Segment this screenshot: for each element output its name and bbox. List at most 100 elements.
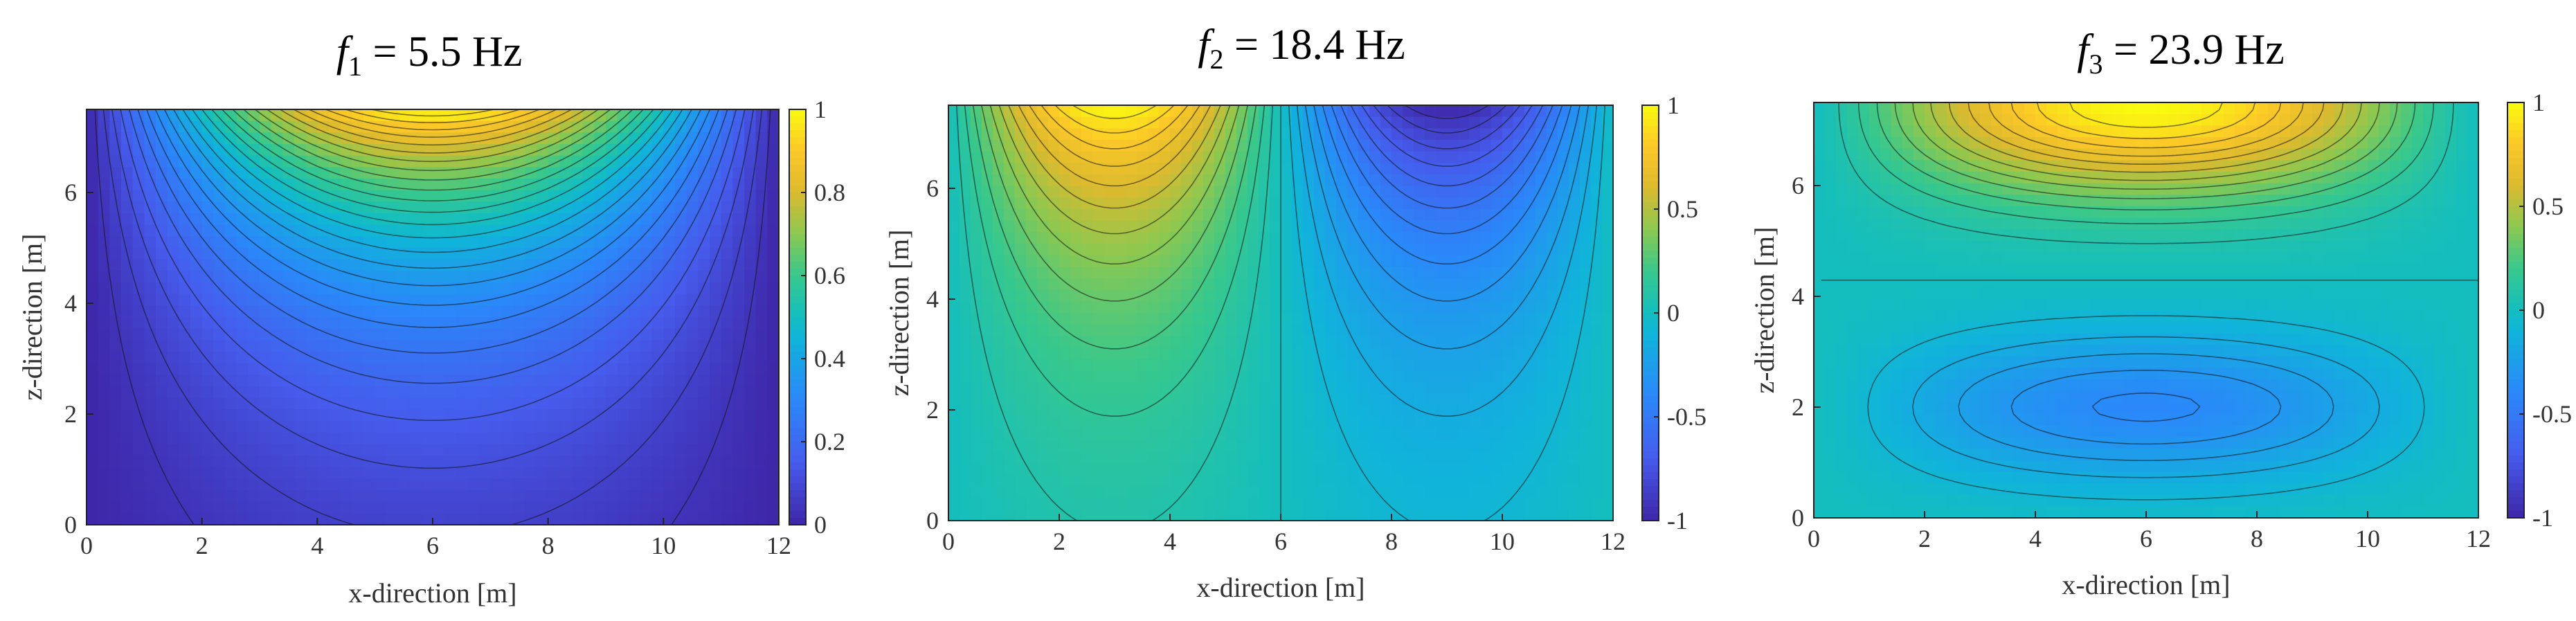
x-tick-label: 8 bbox=[1385, 528, 1398, 555]
heatmap-cell bbox=[1524, 382, 1536, 395]
colorbar-segment bbox=[789, 296, 806, 304]
heatmap-cell bbox=[1137, 382, 1149, 395]
heatmap-cell bbox=[721, 190, 733, 202]
heatmap-cell bbox=[1403, 509, 1414, 521]
heatmap-cell bbox=[1825, 276, 1837, 288]
heatmap-cell bbox=[1847, 345, 1859, 357]
heatmap-cell bbox=[1458, 359, 1470, 371]
heatmap-cell bbox=[1159, 313, 1171, 325]
heatmap-cell bbox=[1902, 114, 1914, 126]
heatmap-cell bbox=[1447, 255, 1459, 267]
heatmap-cell bbox=[1203, 313, 1215, 325]
heatmap-cell bbox=[1115, 336, 1126, 348]
heatmap-cell bbox=[156, 456, 168, 468]
heatmap-cell bbox=[1015, 417, 1027, 429]
heatmap-cell bbox=[1447, 232, 1459, 244]
heatmap-cell bbox=[1236, 417, 1248, 429]
contour-line bbox=[243, 109, 622, 181]
heatmap-cell bbox=[1391, 255, 1403, 267]
heatmap-cell bbox=[1458, 336, 1470, 348]
heatmap-cell bbox=[1369, 267, 1381, 279]
heatmap-cell bbox=[1281, 462, 1292, 475]
heatmap-cell bbox=[456, 213, 468, 226]
heatmap-cell bbox=[1925, 137, 1936, 150]
colorbar-segment bbox=[789, 504, 806, 512]
heatmap-cell bbox=[478, 179, 491, 191]
heatmap-cell bbox=[456, 248, 468, 260]
heatmap-cell bbox=[305, 340, 318, 352]
heatmap-cell bbox=[294, 213, 307, 226]
heatmap-cell bbox=[490, 305, 503, 318]
heatmap-cell bbox=[1070, 209, 1082, 222]
heatmap-cell bbox=[179, 363, 191, 375]
heatmap-cell bbox=[1203, 244, 1215, 256]
heatmap-cell bbox=[213, 224, 226, 237]
heatmap-cell bbox=[1502, 440, 1514, 452]
heatmap-cell bbox=[1403, 382, 1414, 395]
heatmap-cell bbox=[1869, 137, 1881, 150]
heatmap-cell bbox=[1436, 301, 1448, 314]
heatmap-cell bbox=[1070, 174, 1082, 187]
heatmap-cell bbox=[1214, 440, 1226, 452]
heatmap-cell bbox=[317, 409, 330, 422]
heatmap-cell bbox=[1580, 197, 1592, 210]
heatmap-cell bbox=[1380, 451, 1392, 464]
heatmap-cell bbox=[213, 375, 226, 387]
heatmap-cell bbox=[663, 363, 676, 375]
heatmap-cell bbox=[1159, 301, 1171, 314]
heatmap-cell bbox=[1825, 264, 1837, 276]
heatmap-cell bbox=[767, 167, 780, 179]
heatmap-cell bbox=[98, 271, 110, 283]
heatmap-cell bbox=[1004, 497, 1016, 510]
heatmap-cell bbox=[282, 328, 295, 341]
heatmap-cell bbox=[87, 409, 99, 422]
heatmap-cell bbox=[409, 409, 422, 422]
heatmap-cell bbox=[1303, 289, 1315, 302]
heatmap-cell bbox=[1314, 313, 1326, 325]
heatmap-cell bbox=[1869, 425, 1881, 438]
heatmap-cell bbox=[421, 328, 433, 341]
heatmap-cell bbox=[571, 132, 584, 145]
heatmap-cell bbox=[352, 305, 364, 318]
heatmap-cell bbox=[213, 340, 226, 352]
heatmap-cell bbox=[548, 421, 560, 433]
heatmap-cell bbox=[767, 155, 780, 168]
heatmap-cell bbox=[675, 363, 687, 375]
heatmap-cell bbox=[663, 490, 676, 503]
heatmap-cell bbox=[1026, 451, 1038, 464]
heatmap-cell bbox=[640, 432, 653, 444]
heatmap-cell bbox=[467, 294, 480, 306]
heatmap-cell bbox=[502, 386, 514, 399]
heatmap-cell bbox=[305, 478, 318, 491]
heatmap-cell bbox=[1048, 244, 1060, 256]
heatmap-cell bbox=[960, 140, 971, 152]
heatmap-cell bbox=[1825, 449, 1837, 461]
heatmap-cell bbox=[1159, 197, 1171, 210]
colorbar-segment bbox=[1642, 313, 1659, 321]
heatmap-cell bbox=[982, 209, 993, 222]
heatmap-cell bbox=[1148, 428, 1160, 440]
heatmap-cell bbox=[1403, 151, 1414, 163]
heatmap-cell bbox=[1436, 151, 1448, 163]
heatmap-cell bbox=[513, 109, 525, 122]
heatmap-cell bbox=[87, 352, 99, 364]
heatmap-cell bbox=[433, 167, 445, 179]
heatmap-cell bbox=[1369, 440, 1381, 452]
heatmap-cell bbox=[1181, 267, 1193, 279]
heatmap-cell bbox=[1303, 128, 1315, 141]
heatmap-cell bbox=[409, 490, 422, 503]
heatmap-cell bbox=[1126, 105, 1137, 118]
heatmap-cell bbox=[317, 444, 330, 456]
heatmap-cell bbox=[305, 132, 318, 145]
heatmap-cell bbox=[1936, 148, 1947, 161]
heatmap-cell bbox=[1236, 289, 1248, 302]
heatmap-cell bbox=[1580, 232, 1592, 244]
heatmap-cell bbox=[571, 501, 584, 514]
heatmap-cell bbox=[1469, 440, 1481, 452]
heatmap-cell bbox=[1836, 414, 1848, 426]
heatmap-cell bbox=[282, 513, 295, 525]
heatmap-cell bbox=[1502, 220, 1514, 233]
heatmap-cell bbox=[710, 213, 722, 226]
heatmap-cell bbox=[1836, 252, 1848, 264]
